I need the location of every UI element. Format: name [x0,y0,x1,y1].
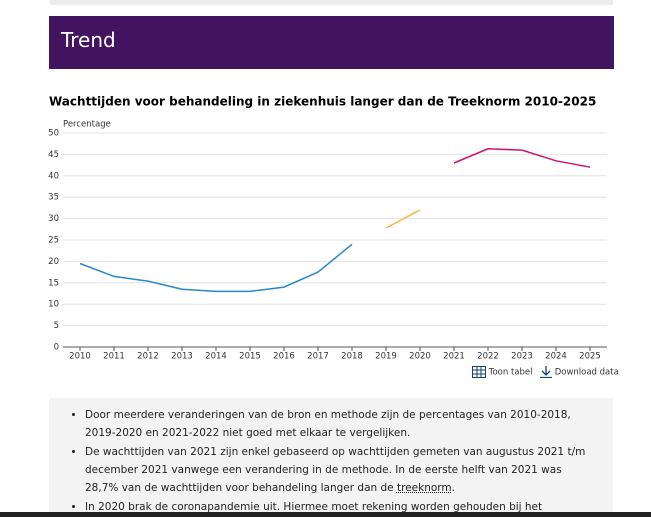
bottom-bar [0,512,651,517]
chart: Wachttijden voor behandeling in ziekenhu… [48,95,607,362]
note-text: Door meerdere veranderingen van de bron … [85,409,571,439]
note: Door meerdere veranderingen van de bron … [85,406,597,442]
y-tick-label: 15 [48,278,59,288]
y-tick-label: 50 [48,129,59,139]
table-icon [472,366,486,378]
chart-title: Wachttijden voor behandeling in ziekenhu… [49,95,596,109]
x-tick-label: 2023 [511,352,533,362]
x-tick-label: 2019 [375,352,397,362]
x-tick-label: 2015 [239,352,261,362]
x-tick-label: 2016 [273,352,295,362]
y-tick-label: 45 [48,150,59,160]
x-tick-label: 2013 [171,352,193,362]
y-tick-label: 5 [54,321,59,331]
download-data[interactable]: Download data [540,366,619,379]
x-tick-label: 2022 [477,352,499,362]
line [453,148,591,168]
note-link[interactable]: treeknorm [396,482,452,494]
x-tick-label: 2014 [205,352,227,362]
x-tick-label: 2018 [341,352,363,362]
note-end: . [451,482,455,494]
x-tick-label: 2024 [545,352,567,362]
y-tick-label: 35 [48,193,59,203]
download-label: Download data [554,367,619,378]
top-bar [50,0,613,5]
header: Trend [49,16,614,69]
x-tick-label: 2017 [307,352,329,362]
y-axis-label: Percentage [63,120,111,130]
x-tick-label: 2021 [443,352,465,362]
y-tick-label: 25 [48,236,59,246]
y-tick-label: 0 [54,343,59,353]
note: De wachttijden van 2021 zijn enkel gebas… [85,443,597,497]
toon-tabel-label: Toon tabel [488,367,533,378]
x-tick-label: 2011 [103,352,125,362]
header-title: Trend [61,28,116,52]
note: In 2020 brak de coronapandemie uit. Hier… [85,498,597,517]
x-tick-label: 2010 [69,352,91,362]
y-tick-label: 10 [48,300,59,310]
note-text: In 2020 brak de coronapandemie uit. Hier… [85,501,543,513]
note-text: De wachttijden van 2021 zijn enkel gebas… [85,446,586,494]
y-tick-label: 20 [48,257,59,267]
y-tick-label: 40 [48,171,59,181]
y-tick-label: 30 [48,214,59,224]
line [385,209,421,229]
notes: Door meerdere veranderingen van de bron … [49,398,613,517]
download-icon [540,366,552,379]
x-tick-label: 2012 [137,352,159,362]
x-tick-label: 2025 [579,352,601,362]
x-tick-label: 2020 [409,352,431,362]
toon-tabel[interactable]: Toon tabel [472,366,532,378]
line [79,243,353,293]
